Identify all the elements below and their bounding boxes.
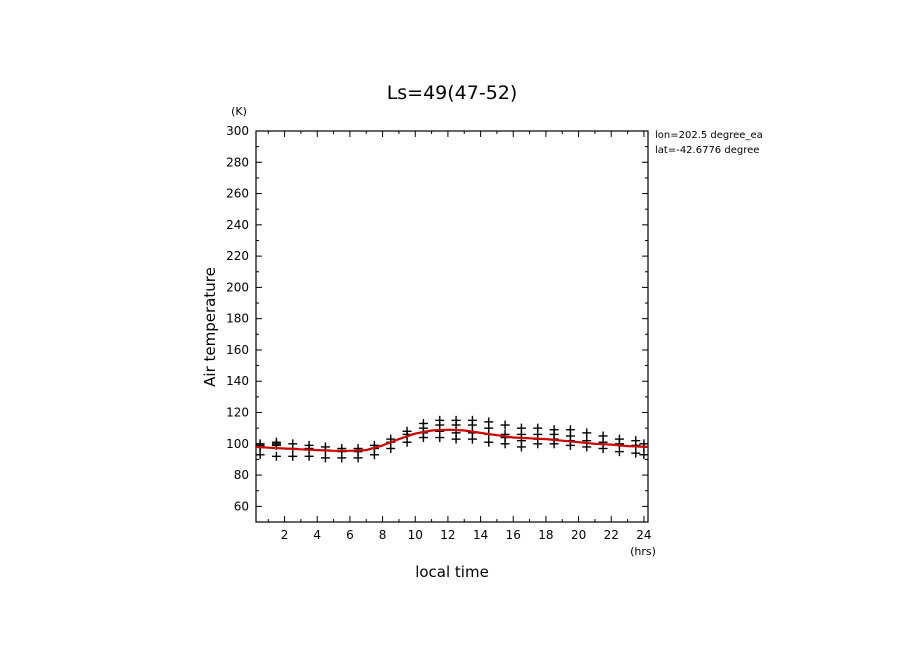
data-point (500, 420, 510, 430)
data-point (271, 439, 281, 449)
y-tick-label: 100 (226, 437, 249, 451)
data-point (451, 420, 461, 430)
y-tick-label: 260 (226, 187, 249, 201)
x-tick-label: 4 (313, 528, 321, 542)
data-point (582, 428, 592, 438)
y-tick-label: 240 (226, 218, 249, 232)
y-axis-label: Air temperature (201, 267, 219, 387)
x-tick-label: 10 (408, 528, 423, 542)
data-point (418, 433, 428, 443)
data-point (304, 451, 314, 461)
y-tick-label: 220 (226, 249, 249, 263)
annotation-lon: lon=202.5 degree_ea (655, 130, 763, 141)
x-tick-label: 12 (440, 528, 455, 542)
data-point (402, 437, 412, 447)
plot-border (255, 130, 649, 523)
x-tick-label: 8 (379, 528, 387, 542)
data-point (598, 443, 608, 453)
data-point (639, 450, 649, 460)
data-point (255, 440, 265, 450)
x-tick-label: 22 (604, 528, 619, 542)
data-point (353, 453, 363, 463)
data-point (255, 450, 265, 460)
data-point (435, 433, 445, 443)
y-tick-label: 200 (226, 280, 249, 294)
data-point (533, 439, 543, 449)
data-point (337, 453, 347, 463)
data-point (386, 443, 396, 453)
data-point (288, 451, 298, 461)
y-tick-label: 60 (234, 499, 249, 513)
data-point (467, 434, 477, 444)
y-tick-label: 280 (226, 155, 249, 169)
data-point (271, 451, 281, 461)
data-point (451, 434, 461, 444)
x-tick-label: 6 (346, 528, 354, 542)
annotation-lat: lat=-42.6776 degree (655, 145, 759, 156)
data-point (467, 420, 477, 430)
y-tick-label: 180 (226, 312, 249, 326)
data-point (631, 448, 641, 458)
y-axis: 60 80 100 120 140 160 180 200 220 240 260 280 300 (226, 124, 648, 523)
x-axis: 2 4 6 8 10 12 14 16 18 20 22 24 (267, 131, 652, 542)
y-tick-label: 140 (226, 374, 249, 388)
x-tick-label: 20 (571, 528, 586, 542)
data-point (500, 439, 510, 449)
x-tick-label: 24 (636, 528, 651, 542)
x-tick-label: 2 (281, 528, 289, 542)
plot-frame (255, 130, 649, 523)
data-point (320, 453, 330, 463)
y-tick-label: 300 (226, 124, 249, 138)
x-axis-unit: (hrs) (630, 545, 656, 558)
data-point (516, 442, 526, 452)
x-tick-label: 14 (473, 528, 488, 542)
data-marks (255, 415, 649, 463)
data-point (369, 450, 379, 460)
data-point (484, 437, 494, 447)
series-line (255, 428, 649, 452)
y-axis-unit: (K) (231, 105, 247, 118)
y-tick-label: 120 (226, 406, 249, 420)
x-tick-label: 16 (506, 528, 521, 542)
x-tick-label: 18 (538, 528, 553, 542)
data-point (614, 447, 624, 457)
y-tick-label: 80 (234, 468, 249, 482)
x-axis-label: local time (415, 563, 489, 581)
chart-title: Ls=49(47-52) (387, 82, 518, 104)
y-tick-label: 160 (226, 343, 249, 357)
data-point (614, 439, 624, 449)
